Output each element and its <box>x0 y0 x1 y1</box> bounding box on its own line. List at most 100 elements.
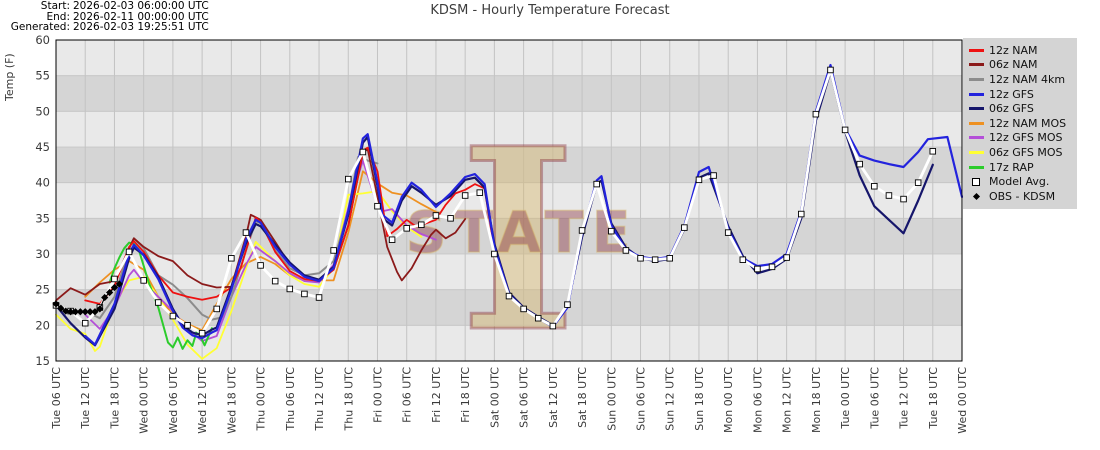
obs-kdsm-swatch-shape <box>972 192 980 200</box>
model-avg-marker <box>155 299 162 306</box>
y-tick-label: 15 <box>35 354 50 368</box>
model-avg-marker <box>403 225 410 232</box>
legend-item-label: 12z GFS MOS <box>989 131 1063 145</box>
legend-item-gfs-mos-12z: 12z GFS MOS <box>968 131 1077 146</box>
x-tick-label: Wed 12 UTC <box>196 367 209 434</box>
x-tick-label: Sat 00 UTC <box>488 367 501 428</box>
obs-marker <box>71 308 80 316</box>
model-avg-marker <box>242 229 250 236</box>
y-tick-label: 55 <box>35 69 50 83</box>
model-avg-marker <box>666 255 673 262</box>
model-avg-marker <box>198 329 206 337</box>
obs-marker <box>110 283 119 292</box>
nam4km-12z-swatch-shape <box>968 77 984 81</box>
y-tick-label: 45 <box>35 140 50 154</box>
model-avg-marker <box>345 175 352 183</box>
legend-item-nam-06z: 06z NAM <box>968 58 1077 73</box>
model-avg-marker <box>476 189 484 196</box>
legend-item-label: 17z RAP <box>989 160 1034 174</box>
model-avg-marker <box>754 265 761 273</box>
model-avg-marker <box>520 305 527 313</box>
legend-item-label: 12z NAM <box>989 43 1038 57</box>
x-tick-label: Sun 12 UTC <box>664 367 677 431</box>
x-tick-label: Tue 00 UTC <box>839 367 852 430</box>
legend-item-gfs-mos-06z: 06z GFS MOS <box>968 145 1077 160</box>
y-tick-label: 35 <box>35 211 50 225</box>
x-tick-label: Wed 00 UTC <box>138 367 151 434</box>
obs-marker <box>67 308 75 316</box>
gfs-12z-swatch-icon <box>968 92 984 96</box>
x-tick-label: Thu 06 UTC <box>284 367 297 432</box>
gfs-12z-swatch-shape <box>968 92 984 96</box>
plot-border <box>55 39 963 362</box>
model-avg-marker <box>739 256 747 263</box>
x-tick-label: Tue 18 UTC <box>108 367 121 430</box>
forecast-end-time: End: 2026-02-11 00:00:00 UTC <box>8 11 209 23</box>
model-avg-marker <box>710 172 717 179</box>
x-tick-label: Thu 00 UTC <box>255 367 268 432</box>
model-avg-marker <box>534 314 542 322</box>
model-avg-marker <box>213 305 220 313</box>
x-tick-label: Fri 06 UTC <box>401 367 414 423</box>
obs-marker <box>96 305 104 313</box>
model-avg-marker <box>549 322 557 330</box>
gfs-06z-swatch-shape <box>968 107 984 111</box>
series-line-rap-17z <box>108 241 213 350</box>
generated-label: Generated: <box>10 21 70 33</box>
model-avg-marker <box>841 126 849 134</box>
nam-12z-swatch-shape <box>968 48 984 52</box>
y-tick-label: 50 <box>35 104 50 118</box>
obs-marker <box>76 308 84 316</box>
legend: 12z NAM 06z NAM 12z NAM 4km 12z GFS 06z GFS 1… <box>963 38 1077 209</box>
forecast-generated-time: Generated: 2026-02-03 19:25:51 UTC <box>8 22 209 33</box>
start-label: Start: <box>40 0 70 12</box>
model-avg-marker <box>432 212 440 219</box>
model-avg-marker <box>505 292 513 300</box>
obs-kdsm-swatch-icon <box>968 192 984 200</box>
background-band <box>56 254 962 290</box>
y-tick-label: 30 <box>35 247 50 261</box>
model-avg-marker <box>491 250 498 258</box>
model-avg-marker <box>461 192 469 199</box>
legend-item-obs-kdsm: OBS - KDSM <box>968 189 1077 204</box>
model-avg-swatch-icon <box>968 177 984 186</box>
legend-item-model-avg: Model Avg. <box>968 174 1077 189</box>
legend-item-label: 12z NAM MOS <box>989 116 1067 130</box>
gfs-mos-06z-swatch-icon <box>968 150 984 154</box>
x-tick-label: Wed 00 UTC <box>956 367 969 434</box>
series-line-gfs-06z <box>54 70 934 347</box>
x-tick-label: Mon 12 UTC <box>781 367 794 433</box>
legend-item-nam-mos-12z: 12z NAM MOS <box>968 116 1077 131</box>
x-tick-label: Sun 18 UTC <box>693 367 706 431</box>
model-avg-marker <box>111 275 118 283</box>
model-avg-marker <box>608 227 615 235</box>
model-avg-marker <box>418 221 425 229</box>
x-tick-label: Mon 18 UTC <box>810 367 823 433</box>
legend-item-label: 06z GFS MOS <box>989 145 1063 159</box>
x-tick-label: Sat 12 UTC <box>547 367 560 428</box>
model-avg-marker <box>228 255 235 262</box>
model-avg-marker <box>724 229 732 236</box>
x-tick-label: Sat 06 UTC <box>518 367 531 428</box>
model-avg-marker <box>330 247 337 254</box>
model-avg-marker <box>622 247 630 254</box>
x-tick-label: Tue 12 UTC <box>79 367 92 430</box>
x-tick-label: Fri 12 UTC <box>430 367 443 423</box>
obs-marker <box>91 308 99 316</box>
legend-item-nam-12z: 12z NAM <box>968 43 1077 58</box>
nam-06z-swatch-icon <box>968 63 984 67</box>
legend-item-label: 06z NAM <box>989 58 1038 72</box>
x-tick-label: Wed 06 UTC <box>167 367 180 434</box>
model-avg-marker <box>271 277 279 285</box>
chart-title: KDSM - Hourly Temperature Forecast <box>430 3 670 18</box>
x-tick-label: Mon 06 UTC <box>751 367 764 433</box>
legend-item-rap-17z: 17z RAP <box>968 160 1077 175</box>
model-avg-marker <box>301 290 308 298</box>
model-avg-marker <box>856 160 863 168</box>
x-tick-label: Thu 12 UTC <box>313 367 326 432</box>
model-avg-marker <box>578 227 586 234</box>
watermark-letter-i: I <box>460 93 577 387</box>
